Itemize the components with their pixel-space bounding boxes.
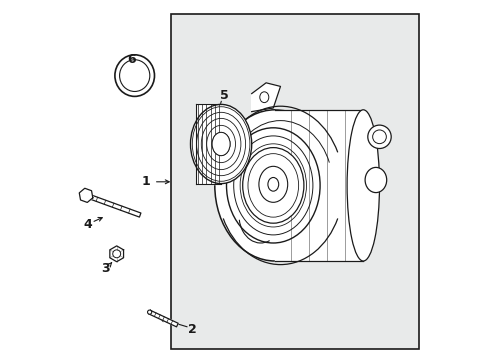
Ellipse shape [226,128,320,243]
Ellipse shape [258,166,287,202]
Polygon shape [85,193,141,217]
Ellipse shape [267,177,278,191]
Polygon shape [110,246,123,262]
Ellipse shape [372,130,386,144]
Text: 1: 1 [141,175,149,188]
Text: 3: 3 [102,262,110,275]
Polygon shape [196,104,221,184]
Ellipse shape [214,110,335,261]
Polygon shape [275,110,363,261]
Ellipse shape [242,148,303,223]
Ellipse shape [190,104,251,184]
Ellipse shape [365,167,386,193]
Text: 6: 6 [126,53,135,66]
Polygon shape [148,310,178,327]
Text: 5: 5 [220,89,228,102]
Circle shape [147,310,151,314]
Ellipse shape [212,132,230,156]
Bar [170,14,418,349]
Ellipse shape [115,55,154,96]
Ellipse shape [120,60,149,91]
Polygon shape [79,188,93,202]
Ellipse shape [259,92,268,103]
Polygon shape [251,83,280,112]
Ellipse shape [367,125,390,148]
Text: 2: 2 [187,323,196,336]
Ellipse shape [346,110,379,261]
Text: 4: 4 [83,219,92,231]
